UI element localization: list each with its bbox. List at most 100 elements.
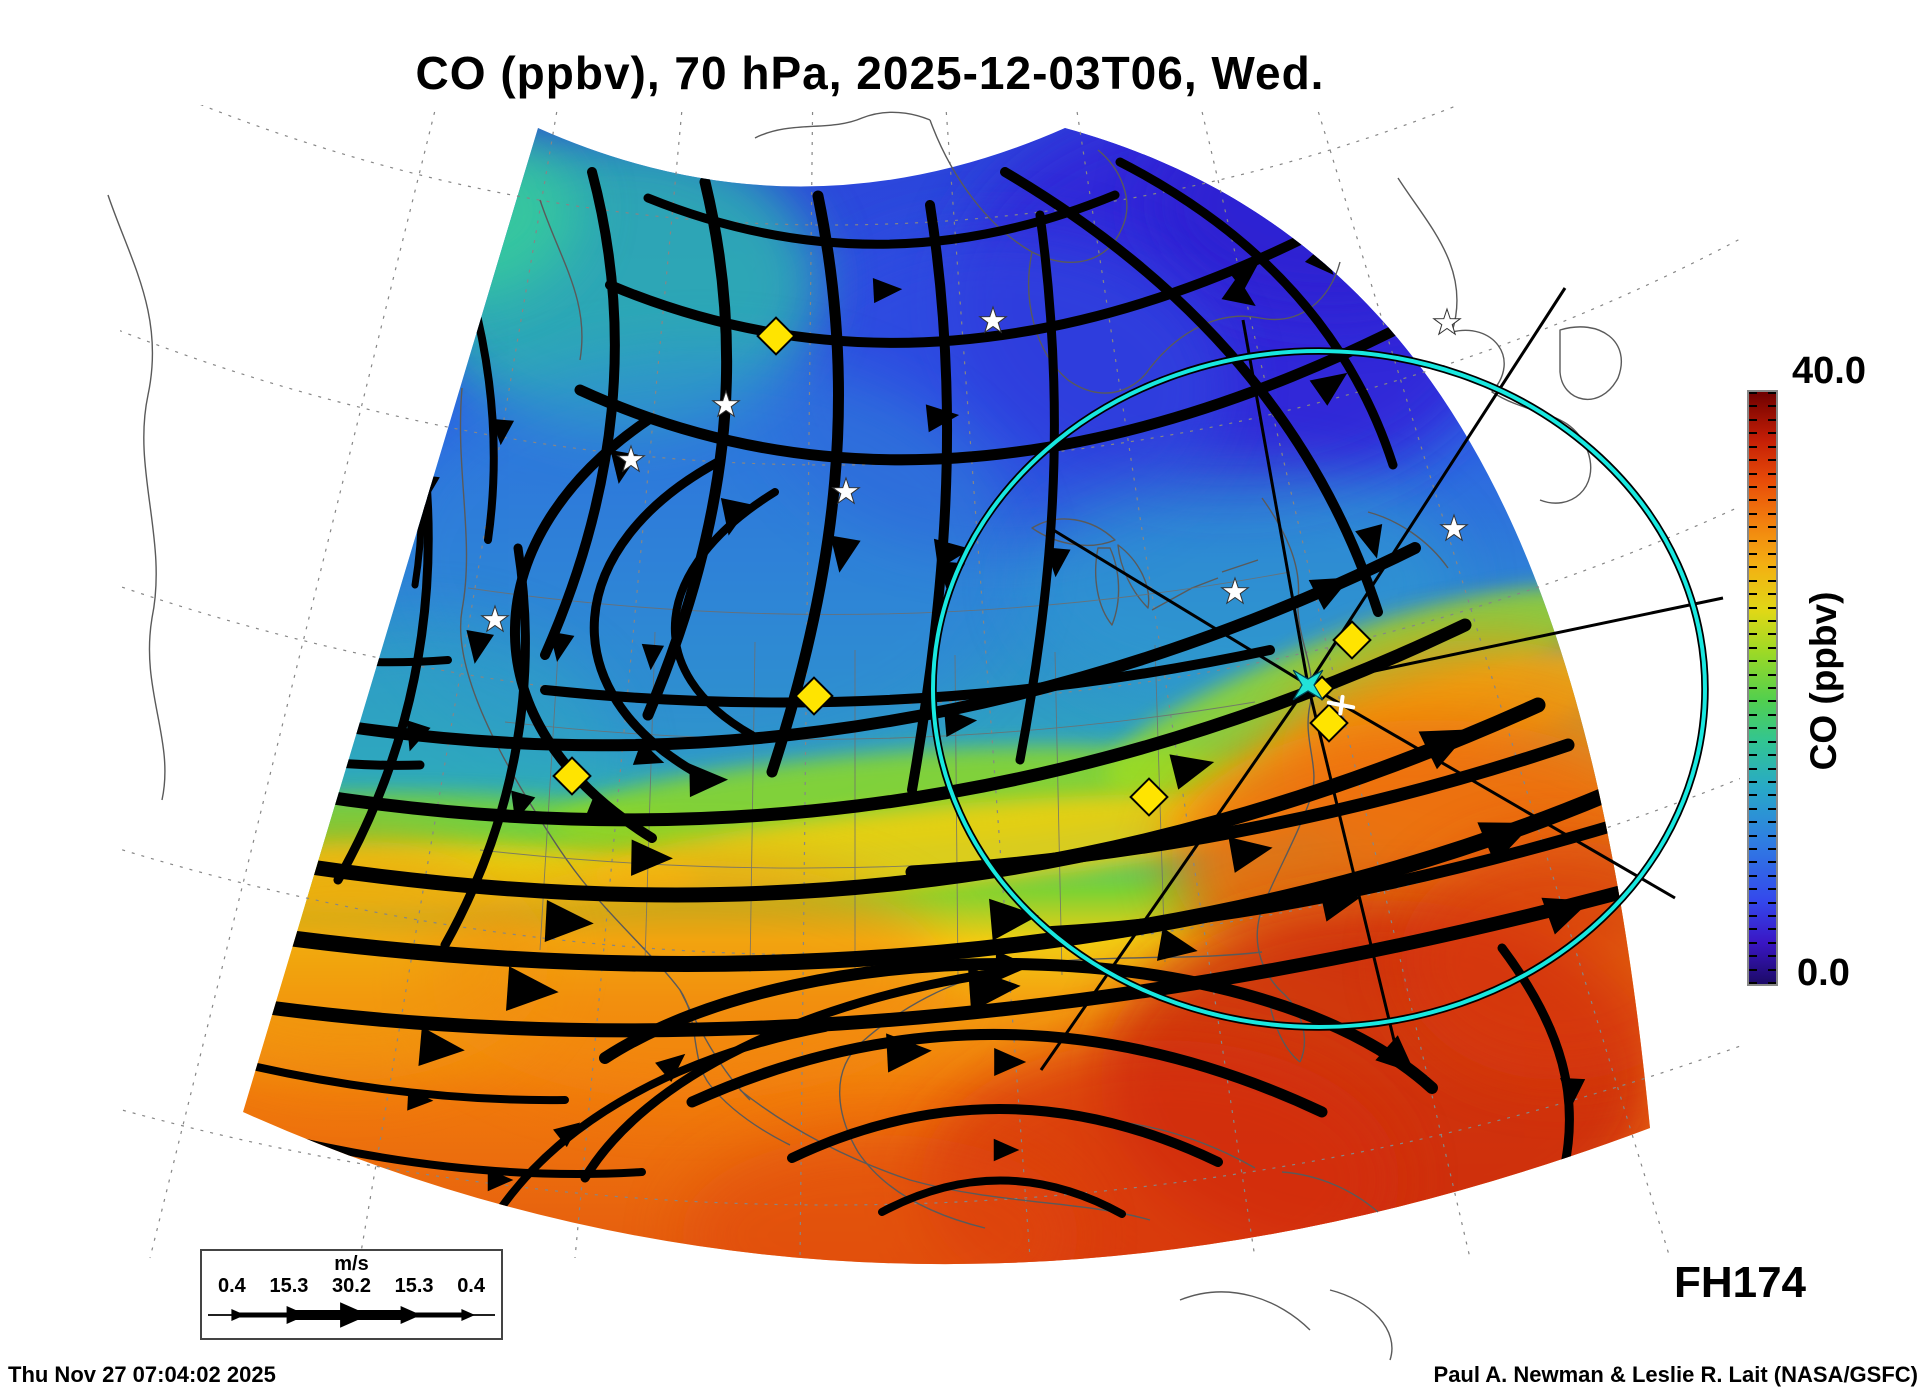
colorbar-tick (1749, 794, 1757, 797)
yellow-diamond-marker (1332, 620, 1372, 660)
colorbar-tick (1768, 539, 1776, 542)
colorbar-tick (1749, 646, 1757, 649)
colorbar-tick (1768, 606, 1776, 609)
colorbar-tick (1749, 432, 1757, 435)
white-star-marker (711, 389, 741, 418)
page-title: CO (ppbv), 70 hPa, 2025-12-03T06, Wed. (415, 47, 1325, 99)
colorbar-tick (1768, 928, 1776, 931)
colorbar-tick (1749, 687, 1757, 689)
colorbar-tick (1768, 633, 1776, 636)
colorbar-tick (1768, 579, 1776, 582)
colorbar-tick (1768, 780, 1776, 783)
colorbar-tick (1749, 888, 1757, 891)
white-star-marker (616, 444, 646, 473)
colorbar-tick (1749, 740, 1757, 743)
wind-legend-units: m/s (334, 1253, 369, 1275)
colorbar-tick (1768, 499, 1776, 502)
colorbar-tick (1768, 552, 1776, 555)
colorbar-tick (1768, 754, 1776, 756)
white-star-marker (480, 604, 510, 633)
colorbar-tick (1749, 593, 1757, 596)
colorbar-tick (1768, 727, 1776, 730)
colorbar-tick (1749, 579, 1757, 582)
colorbar-tick (1768, 955, 1776, 958)
colorbar-tick (1749, 767, 1757, 770)
colorbar (1747, 390, 1778, 986)
colorbar-axis-label: CO (ppbv) (1803, 591, 1844, 771)
colorbar-tick (1768, 673, 1776, 676)
colorbar-tick (1768, 941, 1776, 944)
colorbar-tick (1768, 459, 1776, 461)
colorbar-tick (1749, 955, 1757, 958)
colorbar-tick (1749, 780, 1757, 783)
colorbar-tick (1768, 593, 1776, 596)
colorbar-tick (1749, 821, 1757, 824)
white-star-marker (831, 476, 861, 505)
colorbar-tick (1768, 834, 1776, 837)
colorbar-tick (1768, 982, 1776, 984)
white-star-marker (1432, 307, 1462, 336)
colorbar-tick (1749, 834, 1757, 837)
streamline-layer (243, 157, 1650, 1232)
colorbar-tick (1768, 660, 1776, 663)
colorbar-tick (1768, 740, 1776, 743)
colorbar-tick (1749, 405, 1757, 408)
colorbar-tick (1749, 754, 1757, 756)
colorbar-tick (1749, 633, 1757, 636)
colorbar-tick (1749, 526, 1757, 529)
colorbar-tick (1768, 807, 1776, 810)
colorbar-tick (1749, 673, 1757, 676)
colorbar-tick (1749, 552, 1757, 555)
colorbar-tick (1768, 445, 1776, 448)
colorbar-tick (1768, 968, 1776, 971)
colorbar-tick (1749, 874, 1757, 877)
colorbar-tick (1749, 606, 1757, 609)
colorbar-tick (1768, 405, 1776, 408)
colorbar-tick (1768, 646, 1776, 649)
yellow-diamond-marker (756, 316, 796, 356)
colorbar-min-label: 0.0 (1797, 952, 1850, 994)
marker-layer (480, 305, 1469, 817)
colorbar-tick (1768, 874, 1776, 877)
yellow-diamond-marker (1309, 703, 1349, 743)
credit-text: Paul A. Newman & Leslie R. Lait (NASA/GS… (1433, 1362, 1918, 1387)
colorbar-tick (1749, 418, 1757, 421)
colorbar-tick (1749, 472, 1757, 475)
colorbar-tick (1768, 821, 1776, 824)
wind-speed-legend: m/s 0.4 15.3 30.2 15.3 0.4 (200, 1249, 503, 1340)
colorbar-tick (1768, 432, 1776, 435)
colorbar-tick (1768, 687, 1776, 689)
colorbar-tick (1749, 445, 1757, 448)
colorbar-tick (1749, 512, 1757, 515)
colorbar-tick (1749, 727, 1757, 730)
wind-legend-arrow-scale (208, 1302, 495, 1328)
colorbar-tick (1749, 566, 1757, 569)
wind-legend-value: 0.4 (457, 1275, 485, 1297)
station-cyan-star (1292, 669, 1324, 701)
colorbar-tick (1749, 713, 1757, 716)
yellow-diamond-marker (1129, 777, 1169, 817)
colorbar-tick (1749, 459, 1757, 461)
colorbar-tick (1749, 941, 1757, 944)
colorbar-tick (1768, 767, 1776, 770)
colorbar-tick (1749, 392, 1757, 394)
forecast-hour-label: FH174 (1673, 1258, 1807, 1307)
wind-legend-value: 30.2 (332, 1275, 371, 1297)
wind-legend-values: 0.4 15.3 30.2 15.3 0.4 (202, 1274, 501, 1298)
colorbar-tick (1768, 888, 1776, 891)
colorbar-tick (1749, 915, 1757, 917)
white-star-marker (978, 305, 1008, 334)
colorbar-tick (1749, 847, 1757, 850)
colorbar-tick (1768, 915, 1776, 917)
yellow-diamond-marker (794, 676, 834, 716)
colorbar-tick (1749, 861, 1757, 864)
colorbar-tick (1749, 620, 1757, 622)
colorbar-tick (1749, 499, 1757, 502)
colorbar-tick (1768, 526, 1776, 529)
colorbar-max-label: 40.0 (1792, 350, 1866, 392)
white-star-marker (1220, 576, 1250, 605)
colorbar-tick (1768, 566, 1776, 569)
colorbar-tick (1749, 700, 1757, 703)
colorbar-tick (1768, 794, 1776, 797)
